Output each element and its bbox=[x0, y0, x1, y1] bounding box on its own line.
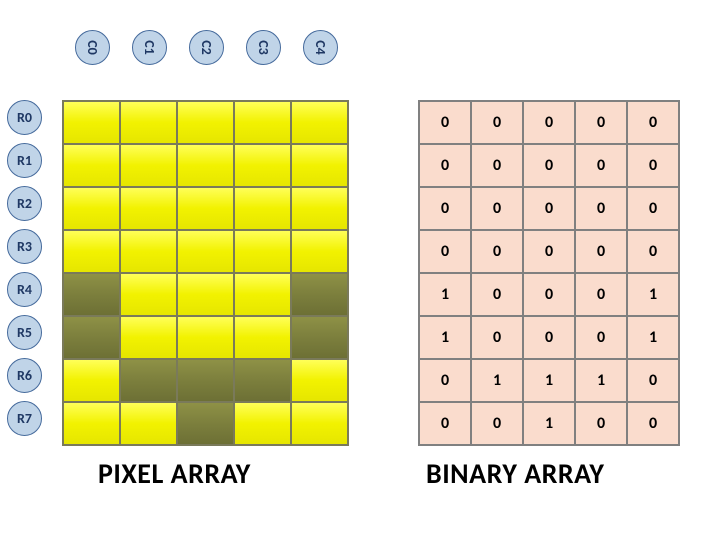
binary-cell: 0 bbox=[471, 144, 523, 187]
pixel-cell bbox=[120, 316, 177, 359]
pixel-cell bbox=[291, 187, 348, 230]
pixel-cell bbox=[120, 273, 177, 316]
pixel-cell bbox=[234, 144, 291, 187]
pixel-cell bbox=[291, 316, 348, 359]
binary-cell: 0 bbox=[575, 316, 627, 359]
pixel-cell bbox=[63, 230, 120, 273]
binary-cell: 0 bbox=[627, 359, 679, 402]
pixel-cell bbox=[291, 402, 348, 445]
binary-array-grid: 0000000000000000000010001100010111000100 bbox=[418, 100, 680, 446]
pixel-cell bbox=[120, 187, 177, 230]
binary-cell: 0 bbox=[419, 144, 471, 187]
binary-cell: 1 bbox=[523, 402, 575, 445]
binary-cell: 0 bbox=[575, 402, 627, 445]
binary-cell: 0 bbox=[575, 101, 627, 144]
binary-cell: 0 bbox=[523, 316, 575, 359]
binary-cell: 0 bbox=[471, 273, 523, 316]
col-badge-c3: C3 bbox=[246, 30, 281, 65]
binary-cell: 1 bbox=[419, 316, 471, 359]
pixel-cell bbox=[177, 144, 234, 187]
pixel-cell bbox=[234, 101, 291, 144]
binary-cell: 0 bbox=[471, 230, 523, 273]
pixel-cell bbox=[234, 230, 291, 273]
pixel-cell bbox=[177, 187, 234, 230]
pixel-cell bbox=[63, 359, 120, 402]
pixel-cell bbox=[120, 230, 177, 273]
binary-cell: 0 bbox=[523, 101, 575, 144]
pixel-cell bbox=[63, 316, 120, 359]
pixel-cell bbox=[63, 144, 120, 187]
binary-cell: 0 bbox=[471, 101, 523, 144]
binary-cell: 0 bbox=[627, 101, 679, 144]
pixel-cell bbox=[63, 402, 120, 445]
pixel-cell bbox=[177, 273, 234, 316]
binary-cell: 1 bbox=[575, 359, 627, 402]
pixel-cell bbox=[291, 359, 348, 402]
binary-cell: 0 bbox=[575, 144, 627, 187]
binary-cell: 0 bbox=[627, 230, 679, 273]
pixel-cell bbox=[177, 359, 234, 402]
binary-cell: 0 bbox=[523, 187, 575, 230]
column-headers: C0 C1 C2 C3 C4 bbox=[75, 30, 338, 65]
pixel-array-grid bbox=[62, 100, 349, 446]
pixel-cell bbox=[234, 316, 291, 359]
row-badge-r3: R3 bbox=[7, 229, 42, 264]
pixel-cell bbox=[120, 359, 177, 402]
pixel-cell bbox=[234, 187, 291, 230]
col-badge-c4: C4 bbox=[303, 30, 338, 65]
row-badge-r0: R0 bbox=[7, 100, 42, 135]
pixel-cell bbox=[120, 101, 177, 144]
pixel-cell bbox=[63, 101, 120, 144]
binary-cell: 0 bbox=[419, 187, 471, 230]
binary-cell: 0 bbox=[523, 273, 575, 316]
binary-cell: 1 bbox=[627, 273, 679, 316]
col-badge-c1: C1 bbox=[132, 30, 167, 65]
binary-cell: 0 bbox=[575, 230, 627, 273]
pixel-cell bbox=[291, 273, 348, 316]
pixel-cell bbox=[63, 187, 120, 230]
binary-cell: 0 bbox=[627, 187, 679, 230]
row-badge-r6: R6 bbox=[7, 358, 42, 393]
binary-cell: 1 bbox=[627, 316, 679, 359]
pixel-cell bbox=[234, 359, 291, 402]
binary-cell: 0 bbox=[419, 101, 471, 144]
row-badge-r4: R4 bbox=[7, 272, 42, 307]
binary-cell: 0 bbox=[471, 187, 523, 230]
pixel-cell bbox=[120, 402, 177, 445]
pixel-cell bbox=[177, 101, 234, 144]
row-badge-r7: R7 bbox=[7, 401, 42, 436]
pixel-cell bbox=[291, 144, 348, 187]
binary-cell: 0 bbox=[471, 316, 523, 359]
col-badge-c2: C2 bbox=[189, 30, 224, 65]
binary-cell: 0 bbox=[523, 144, 575, 187]
pixel-cell bbox=[234, 402, 291, 445]
pixel-cell bbox=[291, 101, 348, 144]
row-headers: R0 R1 R2 R3 R4 R5 R6 R7 bbox=[7, 100, 42, 436]
pixel-cell bbox=[177, 402, 234, 445]
binary-cell: 0 bbox=[471, 402, 523, 445]
binary-cell: 0 bbox=[575, 273, 627, 316]
pixel-cell bbox=[291, 230, 348, 273]
row-badge-r1: R1 bbox=[7, 143, 42, 178]
binary-cell: 0 bbox=[575, 187, 627, 230]
binary-cell: 0 bbox=[627, 144, 679, 187]
binary-cell: 1 bbox=[523, 359, 575, 402]
pixel-array-caption: PIXEL ARRAY bbox=[98, 456, 251, 491]
col-badge-c0: C0 bbox=[75, 30, 110, 65]
binary-array-caption: BINARY ARRAY bbox=[426, 456, 604, 491]
binary-cell: 0 bbox=[627, 402, 679, 445]
row-badge-r5: R5 bbox=[7, 315, 42, 350]
pixel-cell bbox=[177, 316, 234, 359]
binary-cell: 0 bbox=[523, 230, 575, 273]
binary-cell: 0 bbox=[419, 359, 471, 402]
pixel-cell bbox=[234, 273, 291, 316]
row-badge-r2: R2 bbox=[7, 186, 42, 221]
binary-cell: 1 bbox=[419, 273, 471, 316]
pixel-cell bbox=[177, 230, 234, 273]
binary-cell: 1 bbox=[471, 359, 523, 402]
binary-cell: 0 bbox=[419, 230, 471, 273]
binary-cell: 0 bbox=[419, 402, 471, 445]
pixel-cell bbox=[120, 144, 177, 187]
pixel-cell bbox=[63, 273, 120, 316]
